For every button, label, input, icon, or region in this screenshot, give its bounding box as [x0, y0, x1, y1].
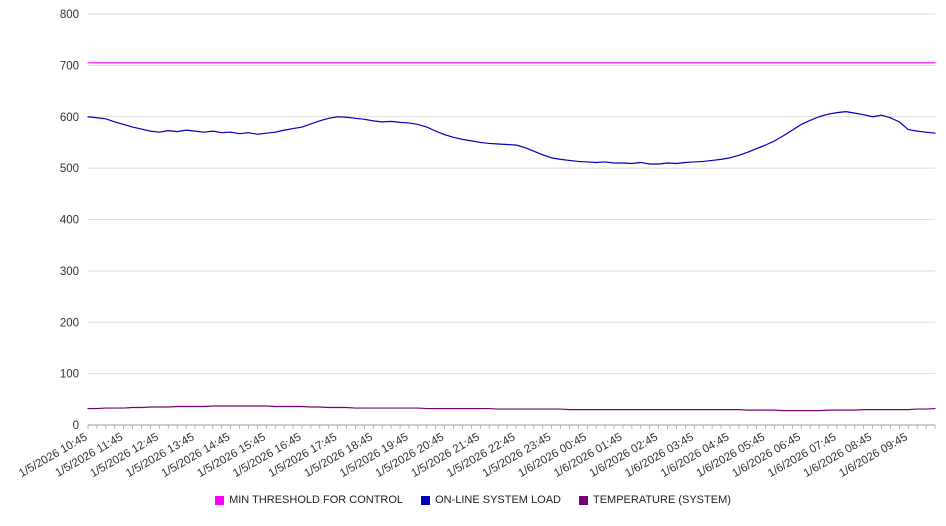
svg-text:300: 300	[60, 266, 79, 278]
x-axis-ticks	[87, 425, 936, 429]
svg-text:600: 600	[60, 112, 79, 124]
legend-item-min-threshold: MIN THRESHOLD FOR CONTROL	[215, 494, 403, 506]
svg-text:0: 0	[73, 420, 79, 432]
svg-text:400: 400	[60, 215, 79, 227]
series-line-1	[87, 111, 936, 165]
legend-label-system-load: ON-LINE SYSTEM LOAD	[435, 494, 561, 506]
y-axis-labels: 0 100 200 300 400 500 600 700 800	[60, 9, 79, 432]
gridlines	[88, 13, 935, 426]
legend-swatch-system-load	[421, 495, 431, 505]
x-axis-labels: 1/5/2026 10:451/5/2026 11:451/5/2026 12:…	[17, 431, 910, 480]
legend-swatch-min-threshold	[215, 495, 225, 505]
svg-text:500: 500	[60, 163, 79, 175]
line-chart: 0 100 200 300 400 500 600 700 800 1/5/2026 10:451…	[17, 9, 936, 480]
series-line-2	[87, 405, 936, 412]
legend-label-min-threshold: MIN THRESHOLD FOR CONTROL	[229, 494, 404, 506]
svg-text:700: 700	[60, 60, 79, 72]
legend-swatch-temperature	[578, 495, 588, 505]
legend-item-temperature: TEMPERATURE (SYSTEM)	[578, 494, 731, 506]
legend-label-temperature: TEMPERATURE (SYSTEM)	[592, 494, 731, 506]
svg-text:100: 100	[60, 369, 79, 381]
svg-text:800: 800	[60, 9, 79, 21]
legend-item-system-load: ON-LINE SYSTEM LOAD	[421, 494, 561, 506]
chart-legend: MIN THRESHOLD FOR CONTROL ON-LINE SYSTEM…	[0, 494, 946, 506]
svg-text:200: 200	[60, 317, 79, 329]
